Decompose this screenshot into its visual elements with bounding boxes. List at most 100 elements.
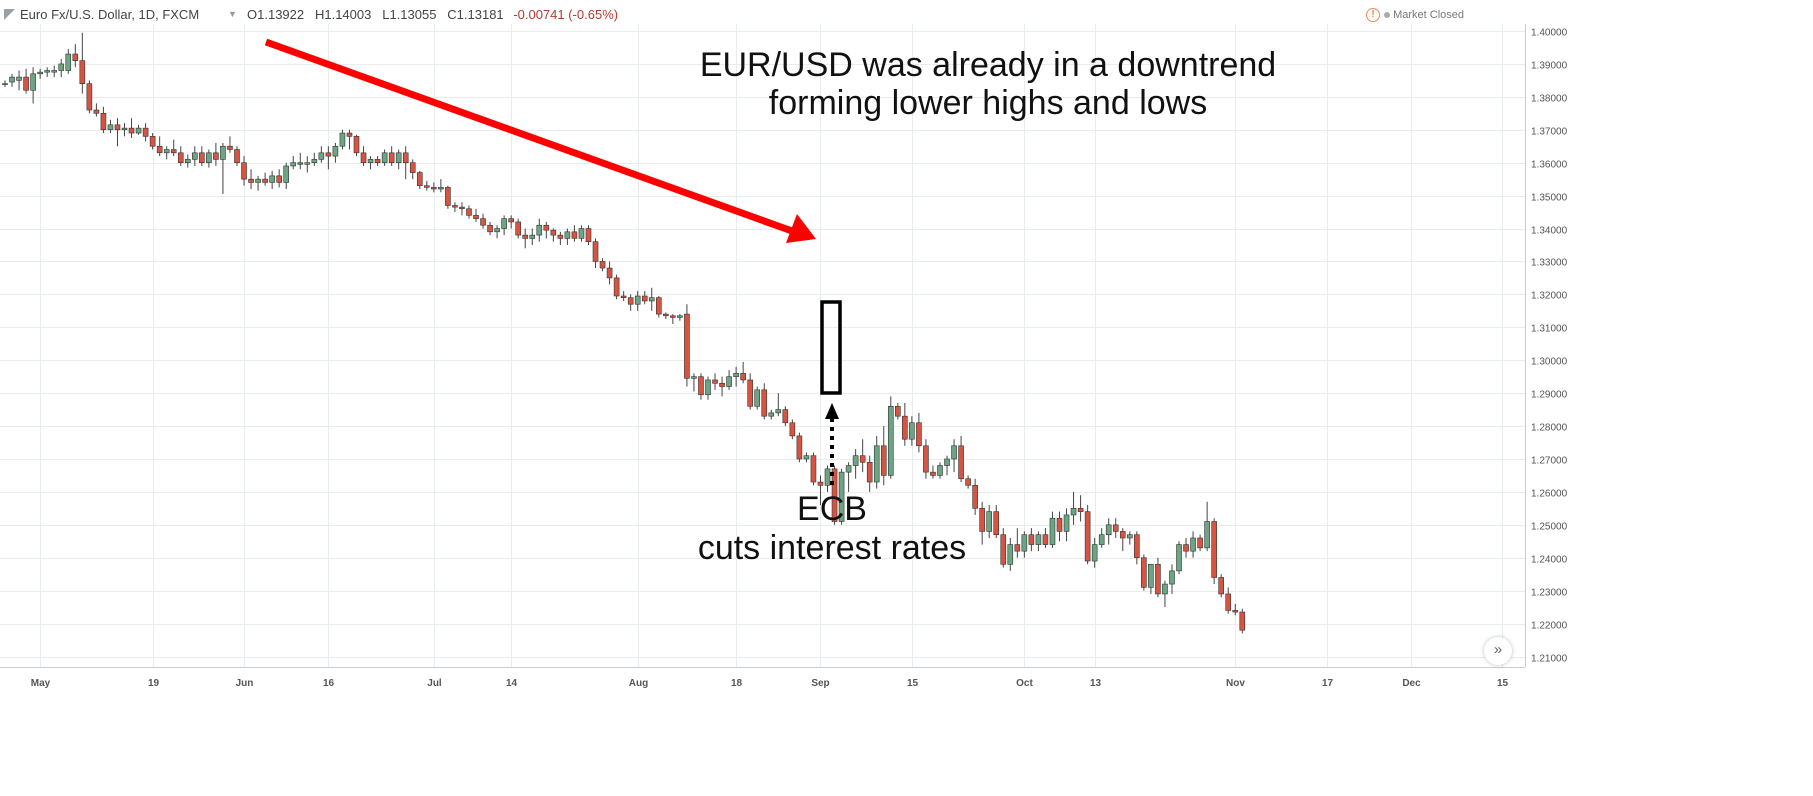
candle-body: [663, 313, 669, 317]
price-axis[interactable]: 1.40000 1.39000 1.38000 1.37000 1.36000 1.350…: [1531, 28, 1568, 665]
y-tick-label: 1.37000: [1531, 127, 1568, 138]
candle-body: [227, 145, 233, 150]
warning-icon[interactable]: !: [1366, 8, 1381, 22]
candle-body: [1063, 514, 1070, 532]
candle-body: [1155, 564, 1161, 595]
x-tick-label: Jul: [427, 678, 442, 689]
candle-body: [747, 379, 753, 407]
candle: [1077, 495, 1084, 522]
candle-body: [121, 127, 128, 131]
candle-body: [810, 455, 817, 483]
candle: [1063, 508, 1070, 542]
symbol-title[interactable]: Euro Fx/U.S. Dollar, 1D, FXCM: [20, 7, 200, 22]
event-arrow-head: [825, 403, 839, 419]
candle-body: [93, 109, 100, 114]
candle-body: [325, 152, 332, 157]
candle-body: [86, 83, 93, 111]
candle-body: [220, 145, 226, 160]
candle-body: [620, 295, 627, 298]
candle: [620, 291, 627, 301]
y-tick-label: 1.26000: [1531, 489, 1568, 500]
candle-body: [114, 124, 121, 131]
candle-body: [1169, 570, 1175, 585]
candle-body: [1077, 508, 1084, 512]
candle-body: [909, 422, 915, 440]
candle-body: [23, 76, 29, 91]
candle-body: [895, 405, 901, 417]
candle-body: [149, 136, 156, 147]
candle-body: [564, 231, 571, 239]
candle-body: [691, 376, 697, 379]
candle: [972, 478, 978, 515]
candle: [37, 68, 43, 79]
candle-body: [473, 215, 479, 219]
candle: [128, 118, 135, 138]
candle-body: [79, 60, 86, 84]
candle: [445, 185, 451, 209]
candle: [1049, 511, 1056, 548]
candle-body: [550, 229, 557, 236]
candle-body: [297, 162, 304, 165]
open-label: O: [247, 7, 258, 22]
event-annotation-line2: cuts interest rates: [698, 529, 966, 567]
candle-body: [346, 132, 353, 137]
candle-body: [501, 218, 507, 229]
high-label: H: [314, 7, 325, 22]
candle-body: [1035, 534, 1042, 545]
symbol-icon: [4, 9, 15, 20]
candle: [494, 225, 500, 239]
candle: [993, 505, 1000, 538]
candle-body: [522, 234, 529, 239]
candle-body: [1225, 593, 1232, 611]
candle-body: [585, 228, 592, 242]
candle: [51, 65, 58, 78]
candle: [44, 67, 50, 78]
candle: [705, 376, 711, 400]
time-axis[interactable]: May 19 Jun 16 Jul 14 Aug 18 Sep 15 Oct 13 Nov 17 Dec 15: [31, 678, 1509, 689]
candle: [698, 373, 704, 400]
y-tick-label: 1.25000: [1531, 522, 1568, 533]
market-status[interactable]: ! Market Closed: [1366, 8, 1464, 22]
candle-body: [557, 234, 564, 239]
candle-body: [1042, 534, 1049, 545]
candle: [297, 152, 304, 170]
candle-body: [1049, 517, 1056, 545]
candle: [1007, 537, 1014, 571]
y-tick-label: 1.23000: [1531, 588, 1568, 599]
candle-body: [831, 468, 838, 522]
candle: [466, 205, 472, 219]
candle: [220, 142, 226, 194]
candle: [958, 435, 964, 483]
change-value: -0.00741 (-0.65%): [513, 7, 619, 22]
candle: [909, 416, 915, 446]
candle: [269, 170, 275, 190]
candle-body: [845, 465, 852, 473]
candle-body: [452, 205, 458, 208]
candle-body: [9, 76, 15, 83]
candle: [234, 146, 240, 166]
candle: [1014, 528, 1021, 558]
candle: [663, 312, 669, 320]
x-tick-label: Nov: [1226, 678, 1245, 689]
candle-body: [916, 422, 922, 447]
scroll-to-realtime-button[interactable]: »: [1484, 637, 1512, 665]
x-tick-label: 15: [907, 678, 919, 689]
candle: [121, 123, 128, 137]
high-value: 1.14003: [324, 7, 372, 22]
candle: [1112, 518, 1119, 538]
candle: [951, 439, 957, 473]
chevron-down-icon[interactable]: ▼: [228, 9, 237, 19]
candle-body: [817, 481, 824, 486]
x-tick-label: 18: [731, 678, 743, 689]
candle: [241, 156, 247, 186]
candle: [199, 146, 205, 166]
candle-body: [142, 127, 149, 137]
candle: [789, 419, 796, 440]
trend-annotation-line2: forming lower highs and lows: [769, 84, 1207, 122]
candle-body: [1127, 534, 1133, 539]
candle: [1127, 531, 1133, 545]
double-chevron-right-icon: »: [1493, 641, 1503, 658]
candle: [1190, 531, 1196, 558]
candle-body: [388, 152, 395, 163]
